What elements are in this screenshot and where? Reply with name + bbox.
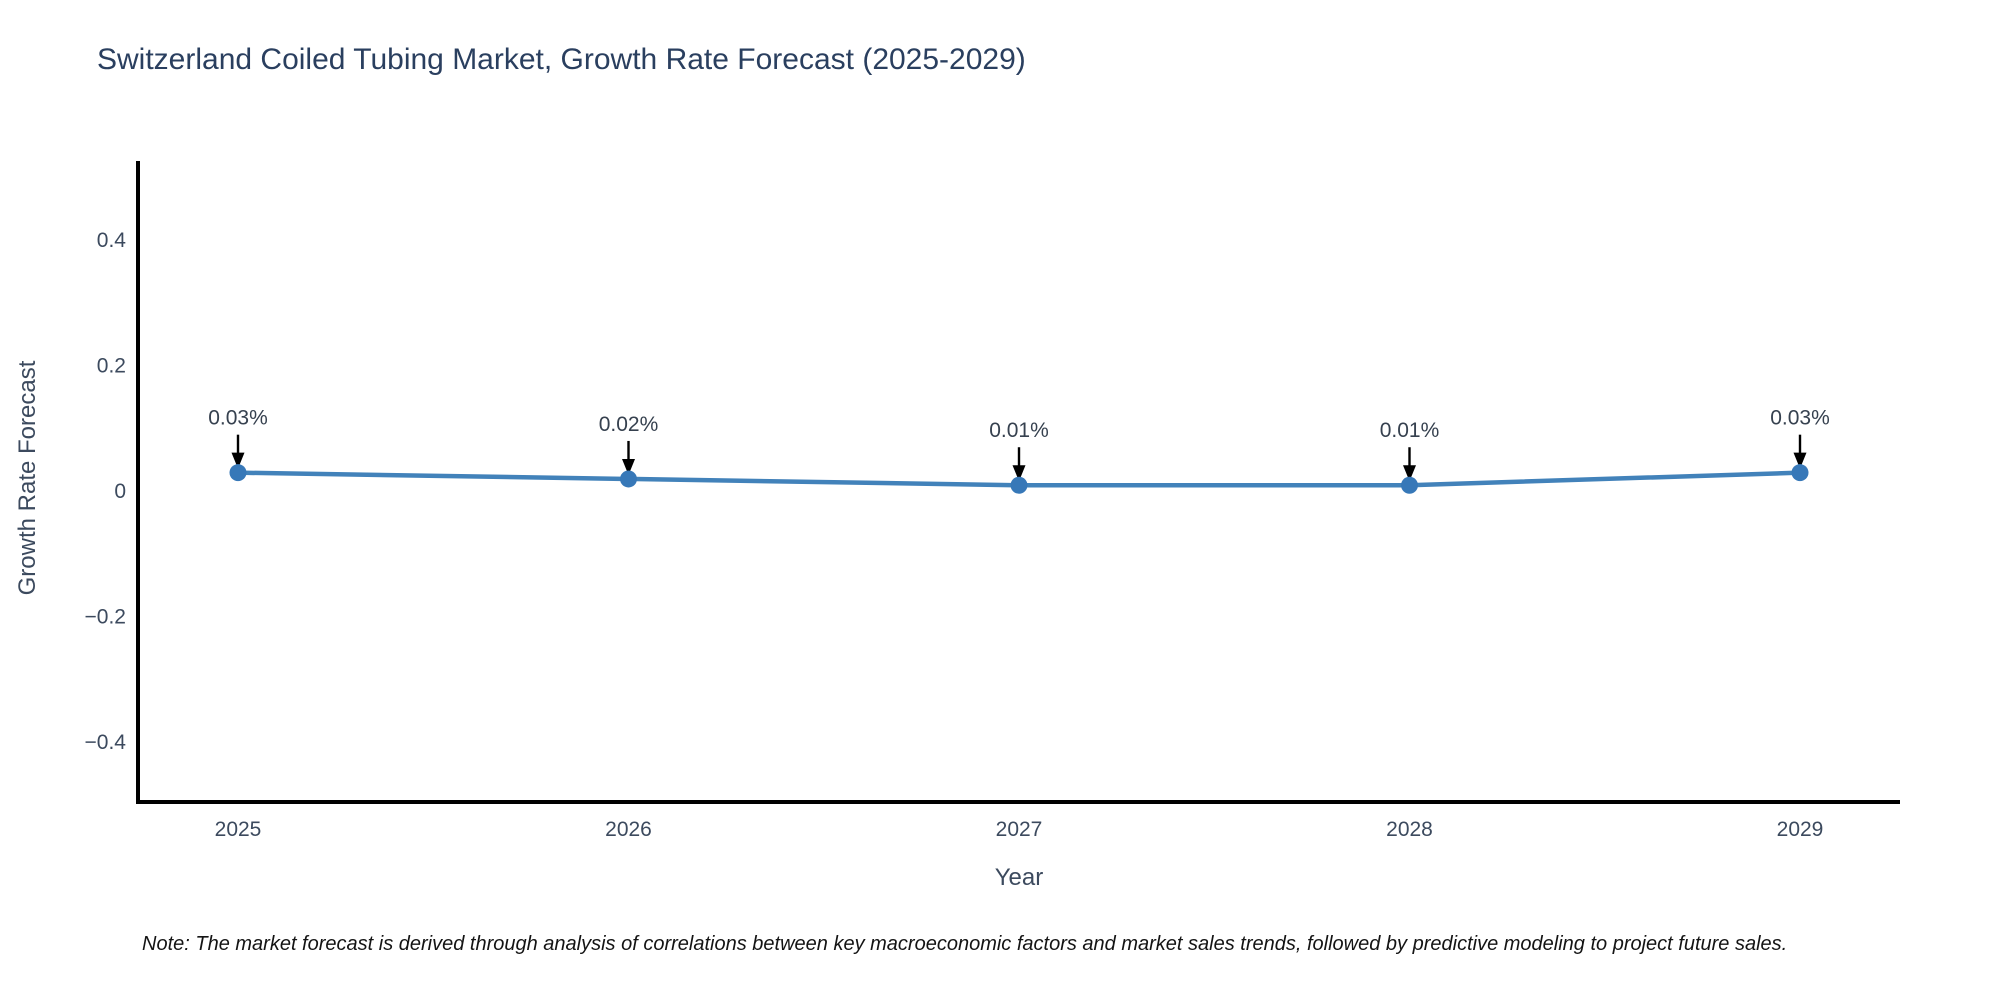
annotation-arrowhead	[622, 458, 635, 475]
y-tick-label: 0	[114, 480, 126, 503]
x-tick-label: 2028	[1386, 818, 1433, 841]
chart-title: Switzerland Coiled Tubing Market, Growth…	[97, 43, 1026, 76]
data-point	[620, 470, 637, 488]
annotation-label: 0.02%	[599, 413, 659, 436]
x-tick-label: 2025	[215, 818, 262, 841]
data-point	[229, 464, 247, 482]
y-tick-label: 0.2	[97, 355, 126, 378]
annotation-label: 0.03%	[1770, 407, 1830, 430]
annotation-arrowhead	[1403, 465, 1416, 482]
data-point	[1010, 476, 1028, 494]
annotation-label: 0.03%	[208, 407, 268, 430]
annotation-label: 0.01%	[1380, 419, 1440, 442]
x-tick-label: 2029	[1777, 818, 1824, 841]
footnote: Note: The market forecast is derived thr…	[142, 933, 1788, 955]
data-point	[1401, 476, 1418, 494]
y-tick-label: −0.2	[85, 606, 126, 629]
annotation-arrowhead	[1793, 452, 1807, 469]
annotation-label: 0.01%	[989, 419, 1049, 442]
y-tick-label: −0.4	[85, 731, 127, 754]
x-tick-label: 2026	[605, 818, 652, 841]
y-tick-label: 0.4	[97, 229, 127, 252]
annotation-arrowhead	[1012, 465, 1026, 482]
x-tick-label: 2027	[996, 818, 1043, 841]
x-axis-title: Year	[994, 864, 1044, 891]
annotation-arrowhead	[231, 452, 245, 469]
data-point	[1791, 464, 1809, 482]
